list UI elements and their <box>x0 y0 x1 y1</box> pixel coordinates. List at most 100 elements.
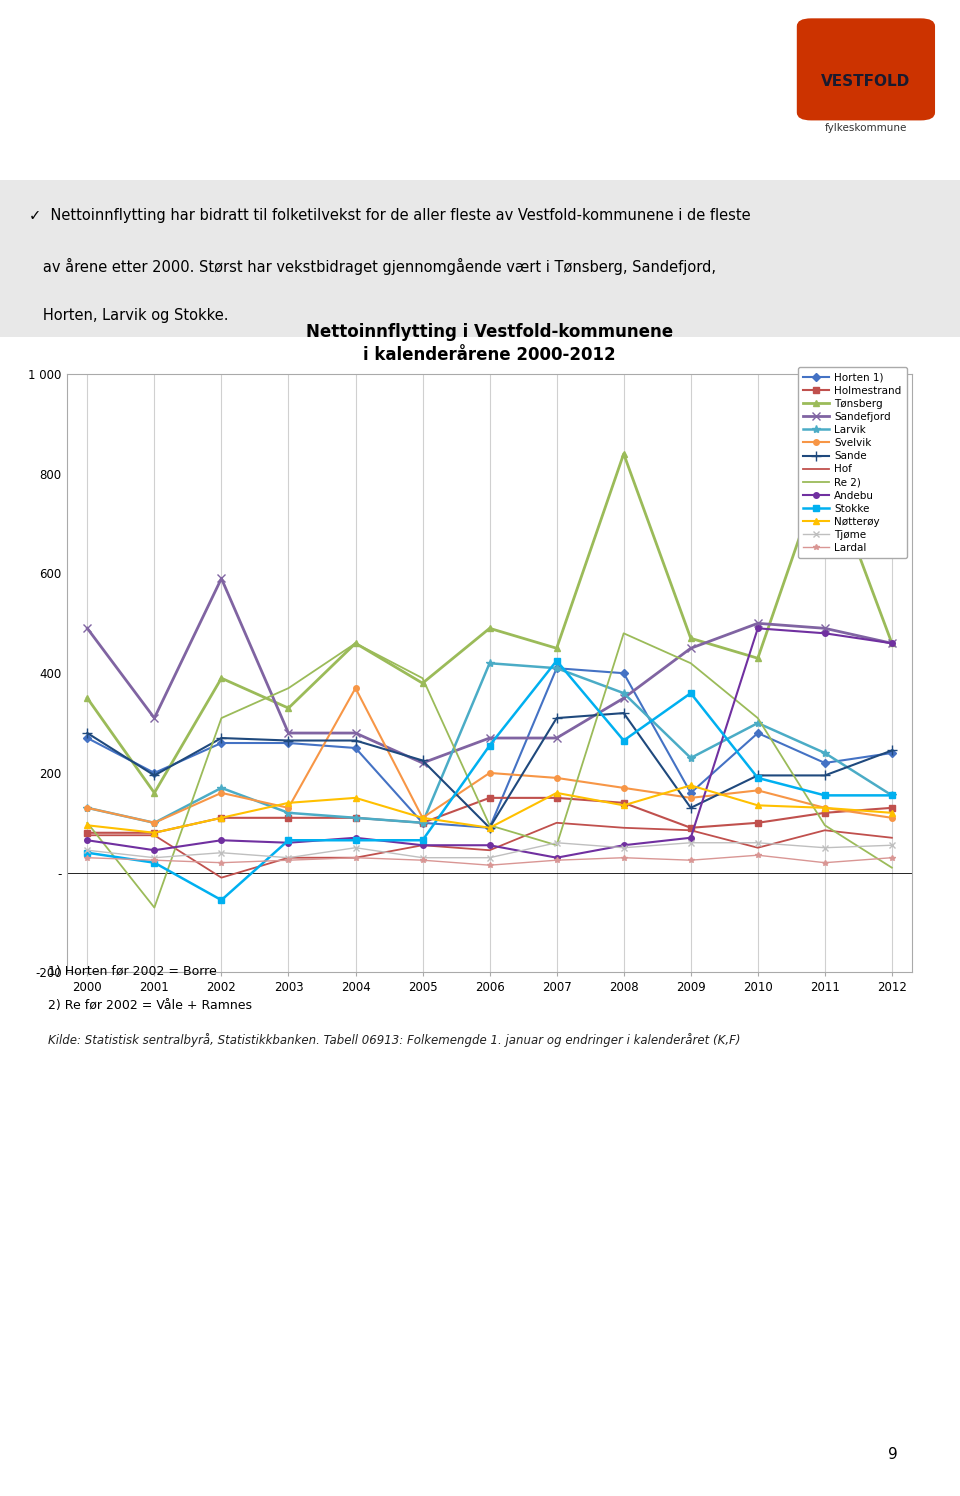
Text: Horten, Larvik og Stokke.: Horten, Larvik og Stokke. <box>29 308 228 323</box>
Andebu <box>216 832 228 850</box>
Andebu <box>417 836 428 854</box>
Andebu <box>685 829 697 847</box>
Holmestrand <box>216 809 228 827</box>
Stokke <box>886 787 898 805</box>
Legend: Horten 1), Holmestrand, Tønsberg, Sandefjord, Larvik, Svelvik, Sande, Hof, Re 2): Horten 1), Holmestrand, Tønsberg, Sandef… <box>798 367 907 558</box>
Lardal <box>149 851 160 869</box>
Nøtterøy <box>349 788 361 806</box>
Stokke <box>282 832 294 850</box>
Horten 1) <box>886 744 898 761</box>
Lardal <box>685 851 697 869</box>
Holmestrand <box>886 799 898 817</box>
Tjøme <box>484 848 495 866</box>
Horten 1) <box>618 664 630 682</box>
Larvik <box>685 749 697 767</box>
Sandefjord <box>618 690 630 708</box>
Line: Larvik: Larvik <box>84 660 896 827</box>
Sandefjord <box>551 729 563 747</box>
Svelvik <box>551 769 563 787</box>
Re 2) <box>551 836 563 854</box>
Sandefjord <box>484 729 495 747</box>
Tjøme <box>417 848 428 866</box>
Tønsberg <box>149 784 160 802</box>
Re 2) <box>216 709 228 727</box>
Sandefjord <box>752 615 763 633</box>
Sande <box>752 766 763 784</box>
Stokke <box>349 832 361 850</box>
Andebu <box>551 848 563 866</box>
Re 2) <box>752 709 763 727</box>
Svelvik <box>417 809 428 827</box>
Hof <box>82 826 93 844</box>
Nøtterøy <box>82 817 93 835</box>
Hof <box>282 848 294 866</box>
Lardal <box>349 848 361 866</box>
Svelvik <box>685 788 697 806</box>
Svelvik <box>819 799 830 817</box>
Tønsberg <box>484 619 495 637</box>
Andebu <box>618 836 630 854</box>
Hof <box>216 869 228 887</box>
Svelvik <box>282 799 294 817</box>
Nøtterøy <box>551 784 563 802</box>
Larvik <box>282 803 294 821</box>
Line: Re 2): Re 2) <box>87 633 892 908</box>
Nøtterøy <box>216 809 228 827</box>
Hof <box>685 821 697 839</box>
Line: Tjøme: Tjøme <box>84 839 895 860</box>
Line: Tønsberg: Tønsberg <box>84 450 896 796</box>
Lardal <box>886 848 898 866</box>
Holmestrand <box>618 794 630 812</box>
Hof <box>886 829 898 847</box>
Andebu <box>82 832 93 850</box>
Re 2) <box>82 814 93 832</box>
Horten 1) <box>484 818 495 836</box>
Horten 1) <box>216 735 228 752</box>
Andebu <box>819 624 830 642</box>
Hof <box>752 839 763 857</box>
Nøtterøy <box>282 794 294 812</box>
Horten 1) <box>82 729 93 747</box>
Tjøme <box>685 833 697 851</box>
Andebu <box>484 836 495 854</box>
Sande <box>551 709 563 727</box>
Nøtterøy <box>819 799 830 817</box>
Stokke <box>819 787 830 805</box>
Larvik <box>484 654 495 672</box>
Nøtterøy <box>149 824 160 842</box>
Holmestrand <box>82 824 93 842</box>
Lardal <box>618 848 630 866</box>
Sandefjord <box>282 724 294 742</box>
Stokke <box>752 769 763 787</box>
Holmestrand <box>551 788 563 806</box>
Sandefjord <box>819 619 830 637</box>
FancyBboxPatch shape <box>0 180 960 337</box>
Title: Nettoinnflytting i Vestfold-kommunene
i kalenderårene 2000-2012: Nettoinnflytting i Vestfold-kommunene i … <box>306 323 673 364</box>
Nøtterøy <box>484 818 495 836</box>
Re 2) <box>282 679 294 697</box>
Tønsberg <box>618 444 630 462</box>
Lardal <box>551 851 563 869</box>
Sandefjord <box>149 709 160 727</box>
Text: fylkeskommune: fylkeskommune <box>825 123 907 133</box>
Andebu <box>349 829 361 847</box>
Tjøme <box>618 839 630 857</box>
Larvik <box>349 809 361 827</box>
Sande <box>216 729 228 747</box>
Holmestrand <box>149 824 160 842</box>
Svelvik <box>216 784 228 802</box>
Tønsberg <box>685 630 697 648</box>
Lardal <box>216 854 228 872</box>
Stokke <box>82 844 93 862</box>
Text: 9: 9 <box>888 1447 898 1463</box>
Nøtterøy <box>886 803 898 821</box>
Sande <box>349 732 361 749</box>
Stokke <box>551 652 563 670</box>
Svelvik <box>752 781 763 799</box>
Sande <box>819 766 830 784</box>
Horten 1) <box>685 784 697 802</box>
Svelvik <box>886 809 898 827</box>
Sandefjord <box>685 639 697 657</box>
Svelvik <box>149 814 160 832</box>
Andebu <box>149 841 160 859</box>
